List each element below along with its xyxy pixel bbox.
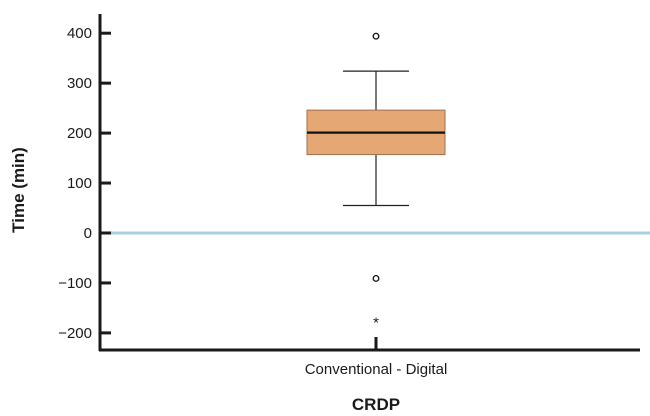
axis-layer: −200 −100 0 100 200 300 400 Conventional - Digi…: [58, 14, 640, 378]
y-tick-label: 0: [84, 225, 92, 242]
y-axis-title: Time (min): [9, 147, 28, 233]
extreme-outlier-star: *: [373, 314, 379, 331]
y-tick-label: −100: [58, 275, 92, 292]
x-axis-title: CRDP: [352, 395, 400, 414]
x-tick-label: Conventional - Digital: [305, 361, 448, 378]
y-tick-label: 100: [67, 175, 92, 192]
box-layer: *: [306, 32, 446, 331]
y-tick-label: 300: [67, 75, 92, 92]
outlier-point: [372, 275, 380, 282]
y-tick-label: 400: [67, 25, 92, 42]
y-tick-label: −200: [58, 325, 92, 342]
outlier-point: [372, 32, 380, 40]
y-tick-label: 200: [67, 125, 92, 142]
